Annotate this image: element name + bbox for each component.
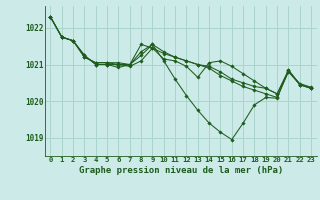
X-axis label: Graphe pression niveau de la mer (hPa): Graphe pression niveau de la mer (hPa) (79, 166, 283, 175)
